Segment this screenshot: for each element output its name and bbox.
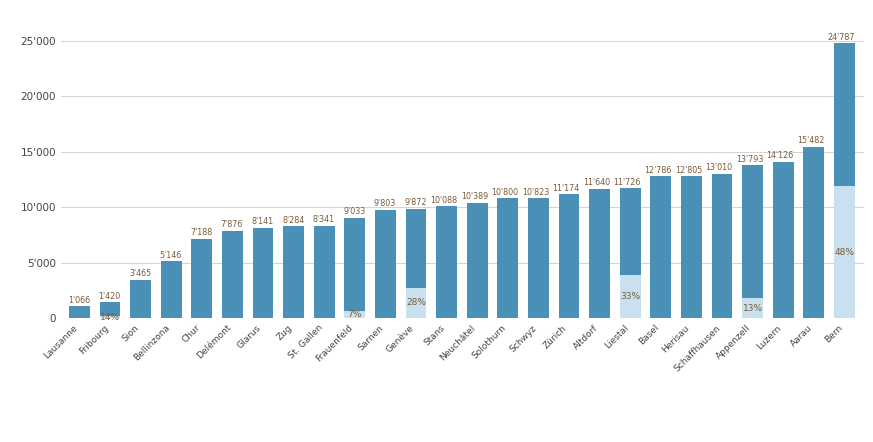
Bar: [375, 210, 395, 318]
Bar: [406, 209, 426, 288]
Bar: [681, 176, 702, 318]
Bar: [100, 302, 120, 316]
Text: 1'066: 1'066: [68, 296, 90, 305]
Bar: [773, 162, 794, 318]
Bar: [222, 231, 243, 318]
Bar: [313, 226, 334, 318]
Text: 24'787: 24'787: [828, 33, 855, 42]
Text: 12'805: 12'805: [675, 166, 702, 175]
Bar: [283, 226, 304, 318]
Bar: [589, 189, 610, 318]
Text: 13'793: 13'793: [736, 155, 763, 164]
Text: 12'786: 12'786: [644, 166, 671, 175]
Bar: [161, 261, 182, 318]
Bar: [742, 165, 763, 298]
Bar: [834, 43, 855, 186]
Text: 10'389: 10'389: [461, 192, 488, 202]
Bar: [620, 188, 641, 275]
Text: 9'872: 9'872: [404, 198, 427, 207]
Bar: [528, 198, 549, 318]
Text: 14%: 14%: [100, 312, 120, 322]
Text: 33%: 33%: [620, 292, 640, 301]
Bar: [406, 209, 426, 318]
Bar: [620, 188, 641, 318]
Text: 11'640: 11'640: [583, 179, 610, 187]
Bar: [834, 43, 855, 318]
Bar: [711, 174, 732, 318]
Text: 8'284: 8'284: [282, 216, 305, 225]
Text: 7%: 7%: [347, 310, 362, 319]
Bar: [498, 198, 519, 318]
Text: 11'174: 11'174: [553, 184, 580, 193]
Bar: [467, 203, 488, 318]
Bar: [559, 194, 580, 318]
Text: 10'800: 10'800: [491, 188, 519, 197]
Bar: [345, 218, 365, 311]
Text: 11'726: 11'726: [614, 178, 641, 187]
Text: 10'823: 10'823: [522, 187, 549, 197]
Bar: [345, 218, 365, 318]
Text: 7'876: 7'876: [221, 220, 244, 229]
Text: 9'033: 9'033: [343, 207, 366, 217]
Bar: [803, 147, 824, 318]
Text: 48%: 48%: [835, 248, 855, 257]
Bar: [650, 176, 671, 318]
Text: 15'482: 15'482: [797, 136, 824, 145]
Bar: [252, 228, 273, 318]
Text: 13'010: 13'010: [705, 163, 732, 172]
Text: 28%: 28%: [406, 298, 426, 308]
Text: 8'141: 8'141: [251, 217, 274, 226]
Text: 13%: 13%: [743, 304, 763, 313]
Bar: [130, 280, 151, 318]
Text: 5'146: 5'146: [160, 251, 182, 259]
Text: 3'465: 3'465: [129, 269, 151, 278]
Text: 1'420: 1'420: [99, 292, 120, 301]
Bar: [191, 239, 212, 318]
Bar: [742, 165, 763, 318]
Text: 7'188: 7'188: [190, 228, 212, 237]
Bar: [100, 302, 120, 318]
Text: 8'341: 8'341: [313, 215, 335, 224]
Text: 14'126: 14'126: [766, 151, 794, 160]
Text: 10'088: 10'088: [430, 196, 457, 205]
Text: 9'803: 9'803: [374, 199, 396, 208]
Bar: [436, 206, 457, 318]
Bar: [69, 306, 90, 318]
